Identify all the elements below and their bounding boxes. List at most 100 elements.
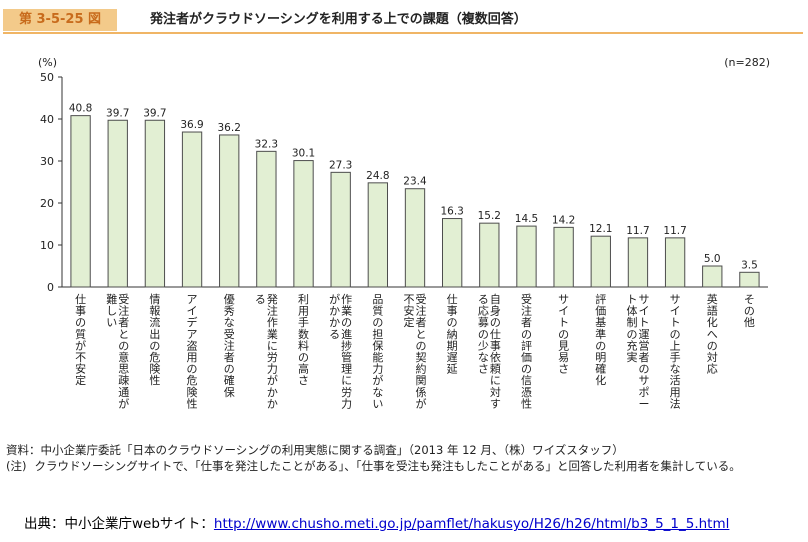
category-label: 仕事の質が不安定	[75, 293, 86, 387]
bar	[144, 119, 166, 288]
bar	[627, 237, 649, 288]
svg-text:発注作業に労力がかかる: 発注作業に労力がかかる	[255, 292, 278, 410]
category-label: 受注者の評価の信憑性	[521, 293, 532, 410]
figure-number-badge: 第 3-5-25 図	[3, 9, 117, 31]
bar	[553, 226, 574, 288]
svg-text:優秀な受注者の確保: 優秀な受注者の確保	[224, 293, 235, 399]
value-label: 30.1	[292, 148, 315, 160]
svg-text:英語化への対応: 英語化への対応	[707, 292, 718, 376]
category-label: その他	[744, 293, 755, 329]
value-label: 24.8	[366, 170, 389, 182]
y-tick-label: 30	[40, 155, 54, 168]
svg-text:仕事の納期遅延: 仕事の納期遅延	[447, 293, 458, 376]
svg-text:作業の進捗管理に労力がかかる: 作業の進捗管理に労力がかかる	[329, 292, 352, 410]
value-label: 39.7	[106, 107, 129, 119]
bar	[367, 182, 389, 288]
value-label: 14.5	[515, 213, 538, 225]
citation-prefix: 出典：中小企業庁webサイト：	[24, 516, 214, 532]
value-label: 39.7	[143, 107, 166, 119]
category-label: 品質の担保能力がない	[372, 293, 383, 410]
bar	[441, 218, 463, 288]
citation: 出典：中小企業庁webサイト：http://www.chusho.meti.go…	[24, 512, 729, 532]
bar	[330, 171, 351, 288]
y-axis: 0 10 20 30 40 50	[40, 71, 768, 294]
category-label: 自身の仕事依頼に対する応募の少なさ	[478, 293, 501, 410]
svg-text:その他: その他	[744, 293, 755, 329]
svg-text:利用手数料の高さ: 利用手数料の高さ	[298, 293, 309, 387]
category-label: 受注者との契約関係が不安定	[404, 293, 427, 410]
svg-text:品質の担保能力がない: 品質の担保能力がない	[372, 293, 383, 410]
bar	[219, 134, 240, 288]
svg-text:アイデア盗用の危険性: アイデア盗用の危険性	[187, 293, 198, 410]
value-label: 11.7	[663, 225, 686, 237]
footnote-label: (注)	[6, 459, 27, 473]
bar-chart: (%) (n=282) 0 10 20 30 40 50 40.8 39.7 39.7 36.9…	[38, 56, 770, 410]
bars	[70, 115, 760, 288]
value-label: 15.2	[478, 210, 501, 222]
source-note-text: 中小企業庁委託「日本のクラウドソーシングの利用実態に関する調査」（2013 年 …	[40, 443, 624, 457]
sample-size-label: (n=282)	[724, 56, 770, 69]
category-label: アイデア盗用の危険性	[187, 293, 198, 410]
svg-text:サイトの上手な活用法: サイトの上手な活用法	[670, 293, 681, 410]
value-label: 36.9	[180, 119, 203, 131]
value-label: 40.8	[69, 103, 92, 115]
svg-text:仕事の質が不安定: 仕事の質が不安定	[75, 293, 86, 387]
footnote: (注) クラウドソーシングサイトで、「仕事を発注したことがある」、「仕事を受注も…	[6, 458, 802, 474]
bar	[516, 225, 537, 288]
value-label: 3.5	[741, 259, 758, 271]
category-label: サイトの上手な活用法	[670, 293, 681, 410]
category-label: 情報流出の危険性	[149, 293, 160, 387]
value-label: 11.7	[626, 225, 649, 237]
category-label: 作業の進捗管理に労力がかかる	[329, 292, 352, 410]
bar	[181, 131, 203, 288]
svg-text:評価基準の明確化: 評価基準の明確化	[595, 292, 606, 387]
value-label: 5.0	[704, 253, 721, 265]
y-tick-label: 20	[40, 197, 54, 210]
bar	[590, 235, 611, 288]
category-label: 英語化への対応	[707, 292, 718, 376]
bar	[664, 237, 686, 288]
svg-text:受注者との契約関係が不安定: 受注者との契約関係が不安定	[404, 293, 427, 410]
figure-header: 第 3-5-25 図 発注者がクラウドソーシングを利用する上での課題（複数回答）	[0, 0, 808, 38]
bar	[107, 119, 128, 288]
category-label: サイト運営者のサポート体制の充実	[626, 293, 649, 410]
bar	[256, 150, 277, 288]
bar	[739, 271, 760, 288]
value-label: 14.2	[552, 214, 575, 226]
category-label: 優秀な受注者の確保	[224, 293, 235, 399]
svg-text:受注者の評価の信憑性: 受注者の評価の信憑性	[521, 293, 532, 410]
y-tick-label: 50	[40, 71, 54, 84]
value-labels: 40.8 39.7 39.7 36.9 36.2 32.3 30.1 27.3 24.8 23.4…	[69, 103, 758, 272]
value-label: 32.3	[255, 138, 278, 150]
value-label: 12.1	[589, 223, 612, 235]
y-axis-unit-label: (%)	[38, 56, 57, 69]
svg-text:自身の仕事依頼に対する応募の少なさ: 自身の仕事依頼に対する応募の少なさ	[478, 293, 501, 410]
source-note: 資料： 中小企業庁委託「日本のクラウドソーシングの利用実態に関する調査」（201…	[6, 442, 802, 458]
figure-title: 発注者がクラウドソーシングを利用する上での課題（複数回答）	[150, 12, 527, 27]
svg-text:サイト運営者のサポート体制の充実: サイト運営者のサポート体制の充実	[626, 293, 649, 410]
footnote-text: クラウドソーシングサイトで、「仕事を発注したことがある」、「仕事を受注も発注もし…	[34, 459, 741, 473]
y-tick-label: 10	[40, 239, 54, 252]
source-note-label: 資料：	[6, 443, 41, 457]
value-label: 36.2	[218, 122, 241, 134]
svg-text:受注者との意思疎通が難しい: 受注者との意思疎通が難しい	[106, 293, 129, 410]
y-tick-label: 0	[47, 281, 54, 294]
y-tick-label: 40	[40, 113, 54, 126]
value-label: 16.3	[440, 206, 463, 218]
category-label: 仕事の納期遅延	[447, 293, 458, 376]
header-divider	[3, 32, 803, 34]
svg-text:情報流出の危険性: 情報流出の危険性	[149, 293, 160, 387]
citation-link[interactable]: http://www.chusho.meti.go.jp/pamflet/hak…	[213, 516, 730, 532]
bar	[702, 265, 723, 288]
svg-text:サイトの見易さ: サイトの見易さ	[558, 293, 569, 376]
bar	[479, 222, 500, 288]
category-label: 利用手数料の高さ	[298, 293, 309, 387]
category-label: 受注者との意思疎通が難しい	[106, 293, 129, 410]
category-labels: 仕事の質が不安定 受注者との意思疎通が難しい 情報流出の危険性 アイデア盗用の危険性 優…	[75, 292, 755, 410]
bar	[404, 188, 426, 288]
value-label: 27.3	[329, 159, 352, 171]
category-label: 評価基準の明確化	[595, 292, 606, 387]
bar	[293, 160, 314, 288]
figure-notes: 資料： 中小企業庁委託「日本のクラウドソーシングの利用実態に関する調査」（201…	[6, 442, 802, 474]
value-label: 23.4	[403, 176, 427, 188]
